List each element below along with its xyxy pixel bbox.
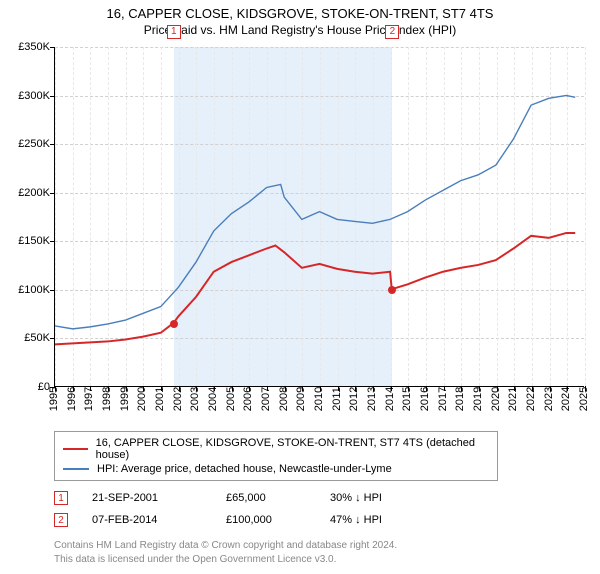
x-axis-label: 2021: [507, 387, 519, 411]
x-axis-label: 2017: [437, 387, 449, 411]
tick-y: [50, 241, 55, 242]
x-axis-label: 1999: [119, 387, 131, 411]
x-axis-label: 2018: [454, 387, 466, 411]
legend-label-property: 16, CAPPER CLOSE, KIDSGROVE, STOKE-ON-TR…: [96, 437, 489, 461]
tick-y: [50, 290, 55, 291]
x-axis-label: 2025: [578, 387, 590, 411]
x-axis-label: 2024: [560, 387, 572, 411]
x-axis-label: 2016: [419, 387, 431, 411]
x-axis-label: 2014: [384, 387, 396, 411]
sale-marker-index: 2: [385, 25, 399, 39]
legend-swatch-property: [63, 448, 88, 450]
chart-subtitle: Price paid vs. HM Land Registry's House …: [10, 23, 590, 37]
legend-row-property: 16, CAPPER CLOSE, KIDSGROVE, STOKE-ON-TR…: [63, 436, 489, 462]
x-axis-label: 2007: [260, 387, 272, 411]
sale-price: £65,000: [226, 492, 306, 504]
x-axis-label: 2010: [313, 387, 325, 411]
footer: Contains HM Land Registry data © Crown c…: [54, 539, 590, 566]
y-axis-label: £150K: [10, 235, 50, 247]
y-axis-label: £350K: [10, 41, 50, 53]
y-axis-label: £0: [10, 381, 50, 393]
chart-title: 16, CAPPER CLOSE, KIDSGROVE, STOKE-ON-TR…: [10, 6, 590, 21]
footer-line-2: This data is licensed under the Open Gov…: [54, 553, 590, 567]
line-layer: [55, 47, 584, 386]
sale-note: 47% ↓ HPI: [330, 514, 382, 526]
sale-note: 30% ↓ HPI: [330, 492, 382, 504]
series-hpi: [55, 95, 575, 328]
sale-row: 1 21-SEP-2001 £65,000 30% ↓ HPI: [54, 487, 590, 509]
x-axis-label: 2003: [189, 387, 201, 411]
sale-date: 21-SEP-2001: [92, 492, 202, 504]
y-axis-label: £100K: [10, 284, 50, 296]
series-property: [55, 233, 575, 344]
chart-area: 12 £0 £50K £100K £150K £200K £250K £300K £350K 1…: [10, 43, 590, 423]
y-axis-label: £250K: [10, 138, 50, 150]
sales-list: 1 21-SEP-2001 £65,000 30% ↓ HPI 2 07-FEB-2014…: [54, 487, 590, 531]
x-axis-label: 2015: [401, 387, 413, 411]
x-axis-label: 2013: [366, 387, 378, 411]
x-axis-label: 2022: [525, 387, 537, 411]
x-axis-label: 2006: [242, 387, 254, 411]
x-axis-label: 2012: [348, 387, 360, 411]
y-axis-label: £300K: [10, 90, 50, 102]
tick-y: [50, 193, 55, 194]
x-axis-label: 2001: [154, 387, 166, 411]
x-axis-label: 1995: [48, 387, 60, 411]
legend-swatch-hpi: [63, 468, 89, 470]
legend: 16, CAPPER CLOSE, KIDSGROVE, STOKE-ON-TR…: [54, 431, 498, 481]
sale-price: £100,000: [226, 514, 306, 526]
x-axis-label: 1998: [101, 387, 113, 411]
x-axis-label: 2008: [278, 387, 290, 411]
x-axis-label: 2005: [225, 387, 237, 411]
x-axis-label: 2011: [331, 387, 343, 411]
title-block: 16, CAPPER CLOSE, KIDSGROVE, STOKE-ON-TR…: [10, 6, 590, 37]
tick-y: [50, 144, 55, 145]
x-axis-label: 1997: [83, 387, 95, 411]
sale-marker-dot: [388, 286, 396, 294]
gridline-v: [585, 47, 586, 386]
sale-index: 2: [54, 513, 68, 527]
legend-row-hpi: HPI: Average price, detached house, Newc…: [63, 462, 489, 476]
x-axis-label: 2009: [295, 387, 307, 411]
x-axis-label: 2019: [472, 387, 484, 411]
sale-row: 2 07-FEB-2014 £100,000 47% ↓ HPI: [54, 509, 590, 531]
x-axis-label: 1996: [66, 387, 78, 411]
sale-date: 07-FEB-2014: [92, 514, 202, 526]
x-axis-label: 2004: [207, 387, 219, 411]
legend-label-hpi: HPI: Average price, detached house, Newc…: [97, 463, 392, 475]
x-axis-label: 2023: [543, 387, 555, 411]
y-axis-label: £200K: [10, 187, 50, 199]
x-axis-label: 2000: [136, 387, 148, 411]
x-axis-label: 2020: [490, 387, 502, 411]
sale-index: 1: [54, 491, 68, 505]
sale-marker-index: 1: [167, 25, 181, 39]
y-axis-label: £50K: [10, 332, 50, 344]
tick-y: [50, 47, 55, 48]
sale-marker-dot: [170, 320, 178, 328]
plot-area: 12: [54, 47, 584, 387]
x-axis-label: 2002: [172, 387, 184, 411]
tick-y: [50, 96, 55, 97]
tick-y: [50, 338, 55, 339]
chart-container: { "title": "16, CAPPER CLOSE, KIDSGROVE,…: [0, 0, 600, 574]
footer-line-1: Contains HM Land Registry data © Crown c…: [54, 539, 590, 553]
